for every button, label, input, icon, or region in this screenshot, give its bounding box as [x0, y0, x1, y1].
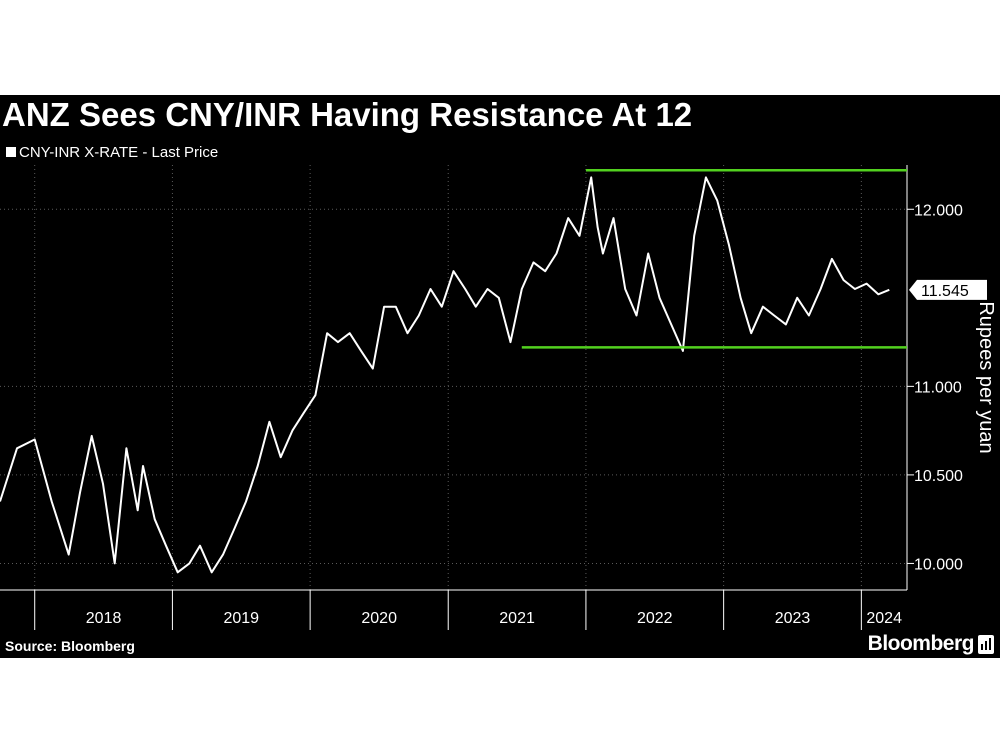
terminal-icon [978, 634, 994, 654]
legend-swatch [6, 147, 16, 157]
x-tick-label: 2022 [637, 610, 673, 627]
last-value-label: 11.545 [921, 283, 969, 300]
source-text: Source: Bloomberg [5, 638, 135, 654]
y-tick-label: 10.000 [914, 556, 963, 573]
x-tick-label: 2023 [775, 610, 811, 627]
x-tick-label: 2020 [361, 610, 397, 627]
bloomberg-logo: Bloomberg [868, 631, 994, 657]
chart-panel: ANZ Sees CNY/INR Having Resistance At 12… [0, 95, 1000, 658]
legend-label: CNY-INR X-RATE - Last Price [19, 144, 219, 161]
last-value-tag [909, 279, 987, 300]
y-tick-label: 12.000 [914, 202, 963, 219]
y-tick-label: 11.000 [914, 379, 962, 396]
price-line [0, 176, 890, 574]
legend: CNY-INR X-RATE - Last Price [6, 144, 218, 162]
brand-name: Bloomberg [867, 632, 975, 655]
chart-title: ANZ Sees CNY/INR Having Resistance At 12 [2, 96, 693, 133]
y-tick-label: 10.500 [914, 468, 963, 485]
x-tick-label: 2024 [866, 610, 902, 627]
x-tick-label: 2018 [86, 610, 122, 627]
x-tick-label: 2021 [499, 610, 535, 627]
x-tick-label: 2019 [223, 610, 259, 627]
y-axis-label: Rupees per yuan [975, 301, 997, 453]
plot-area: 2018 2019 2020 2021 2022 2023 2024 10.000 10.500… [0, 165, 997, 630]
